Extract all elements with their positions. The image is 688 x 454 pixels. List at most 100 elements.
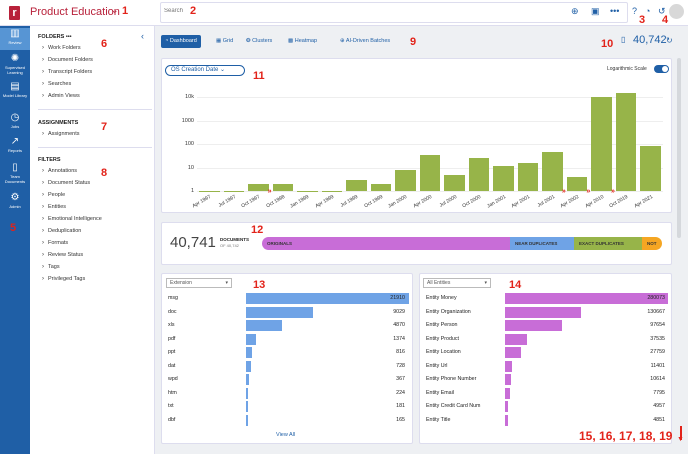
- histogram-bar[interactable]: [248, 183, 269, 191]
- extension-select[interactable]: Extension ▾: [166, 278, 232, 288]
- table-row-bar[interactable]: [246, 387, 248, 399]
- rail-item-admin[interactable]: ⚙ Admin: [0, 192, 30, 214]
- filter-tags[interactable]: Tags: [42, 264, 60, 270]
- histogram-bar[interactable]: [517, 163, 539, 191]
- tab-grid[interactable]: ▦ Grid: [216, 38, 234, 44]
- histogram-bar[interactable]: [566, 176, 588, 191]
- histogram-bar[interactable]: [591, 97, 612, 191]
- table-row-bar[interactable]: [505, 374, 512, 385]
- history-icon[interactable]: ↺: [658, 6, 666, 16]
- help-icon[interactable]: ?: [632, 6, 638, 16]
- search-box[interactable]: [160, 2, 628, 23]
- nav-item-transcript-folders[interactable]: Transcript Folders: [42, 69, 92, 75]
- date-field-select[interactable]: OS Creation Date ⌄: [165, 65, 245, 76]
- dedup-segment[interactable]: NOT: [642, 237, 662, 250]
- app-title[interactable]: Product Education: [30, 6, 120, 18]
- table-row-label: wpd: [168, 376, 178, 382]
- nav-item-document-folders[interactable]: Document Folders: [42, 57, 93, 63]
- avatar[interactable]: [669, 4, 684, 19]
- histogram-bar[interactable]: [493, 165, 514, 191]
- histogram-bar[interactable]: [419, 154, 441, 191]
- table-row-label: pdf: [168, 335, 176, 342]
- histogram-bar[interactable]: [444, 174, 465, 191]
- y-tick-label: 1: [190, 188, 194, 194]
- search-input[interactable]: [164, 8, 464, 14]
- dedup-bar[interactable]: ORIGINALS NEAR DUPLICATES EXACT DUPLICATES…: [262, 237, 662, 250]
- table-row-bar[interactable]: [246, 360, 252, 372]
- more-icon[interactable]: •••: [610, 6, 620, 16]
- refresh-icon[interactable]: ↻: [666, 36, 673, 45]
- histogram-bar[interactable]: [272, 183, 294, 191]
- table-row-bar[interactable]: [505, 333, 527, 345]
- rail-item-team-documents[interactable]: ▯ Team Documents: [0, 162, 30, 188]
- dedup-segment[interactable]: NEAR DUPLICATES: [510, 237, 574, 250]
- notifications-icon[interactable]: ◔: [645, 6, 651, 16]
- rail-item-review[interactable]: ▥ Review: [0, 28, 30, 50]
- brand-logo[interactable]: r: [9, 6, 20, 20]
- assignments-heading: ASSIGNMENTS: [38, 120, 79, 126]
- table-row-value: 10614: [650, 376, 665, 382]
- table-row-bar[interactable]: [246, 374, 249, 385]
- chevron-down-icon[interactable]: ⌄: [111, 5, 119, 15]
- filter-emotional-intelligence[interactable]: Emotional Intelligence: [42, 216, 102, 222]
- table-row-bar[interactable]: [246, 347, 253, 358]
- table-row-bar[interactable]: [246, 414, 248, 426]
- table-row-value: 181: [396, 403, 405, 409]
- table-row-bar[interactable]: [246, 401, 248, 412]
- filter-annotations[interactable]: Annotations: [42, 168, 77, 174]
- filter-review-status[interactable]: Review Status: [42, 252, 83, 258]
- table-row-bar[interactable]: [246, 320, 283, 331]
- table-row-bar[interactable]: [246, 306, 314, 318]
- crosshair-icon[interactable]: ⊕: [571, 6, 579, 16]
- marker-4: 4: [662, 14, 669, 26]
- histogram-bar[interactable]: [640, 146, 661, 191]
- rail-item-supervised-learning[interactable]: ✺ Supervised Learning: [0, 53, 30, 77]
- dedup-segment[interactable]: ORIGINALS: [262, 237, 510, 250]
- entity-select[interactable]: All Entities ▾: [423, 278, 491, 288]
- histogram-bar[interactable]: [370, 183, 392, 191]
- nav-item-searches[interactable]: Searches: [42, 81, 71, 87]
- table-row-bar[interactable]: [505, 293, 668, 304]
- table-row-bar[interactable]: [246, 293, 409, 304]
- filter-privileged-tags[interactable]: Privileged Tags: [42, 276, 85, 282]
- more-icon[interactable]: •••: [65, 34, 72, 40]
- table-row-bar[interactable]: [505, 387, 510, 399]
- table-row-bar[interactable]: [505, 360, 512, 372]
- filter-formats[interactable]: Formats: [42, 240, 68, 246]
- rail-item-reports[interactable]: ↗ Reports: [0, 136, 30, 158]
- rail-item-model-library[interactable]: ▤ Model Library: [0, 81, 30, 105]
- filter-people[interactable]: People: [42, 192, 65, 198]
- filter-deduplication[interactable]: Deduplication: [42, 228, 81, 234]
- tab-dashboard[interactable]: ◔ Dashboard: [161, 35, 201, 48]
- filter-document-status[interactable]: Document Status: [42, 180, 90, 186]
- table-row-label: Entity Credit Card Num: [426, 403, 481, 409]
- view-all-link[interactable]: View All: [276, 432, 296, 438]
- caret-down-icon: ▾: [484, 280, 487, 286]
- nav-item-admin-views[interactable]: Admin Views: [42, 93, 80, 99]
- filter-entities[interactable]: Entities: [42, 204, 66, 210]
- histogram-bar[interactable]: [542, 152, 563, 191]
- table-row-bar[interactable]: [505, 401, 508, 412]
- histogram-bar[interactable]: [346, 179, 367, 191]
- histogram-bar[interactable]: [468, 158, 490, 191]
- log-scale-toggle[interactable]: [654, 65, 669, 73]
- table-row-bar[interactable]: [505, 306, 582, 318]
- histogram-bar[interactable]: [395, 169, 416, 191]
- dedup-segment[interactable]: EXACT DUPLICATES: [574, 237, 642, 250]
- histogram-bar[interactable]: [615, 92, 637, 191]
- tab-heatmap[interactable]: ▩ Heatmap: [288, 38, 318, 44]
- document-icon: ▯: [12, 162, 18, 173]
- scrollbar[interactable]: [677, 58, 681, 238]
- tab-ai-driven-batches[interactable]: ⊕ AI-Driven Batches: [340, 38, 391, 44]
- tab-clusters[interactable]: ❂ Clusters: [246, 38, 273, 44]
- table-row-bar[interactable]: [246, 333, 257, 345]
- nav-item-assignments[interactable]: Assignments: [42, 131, 80, 137]
- table-row-bar[interactable]: [505, 347, 522, 358]
- table-row-bar[interactable]: [505, 414, 508, 426]
- collapse-icon[interactable]: ‹: [141, 31, 144, 41]
- table-row-bar[interactable]: [505, 320, 562, 331]
- gridline: [197, 97, 663, 99]
- nav-item-work-folders[interactable]: Work Folders: [42, 45, 81, 51]
- rail-item-jobs[interactable]: ◷ Jobs: [0, 112, 30, 132]
- save-icon[interactable]: ▣: [591, 6, 600, 16]
